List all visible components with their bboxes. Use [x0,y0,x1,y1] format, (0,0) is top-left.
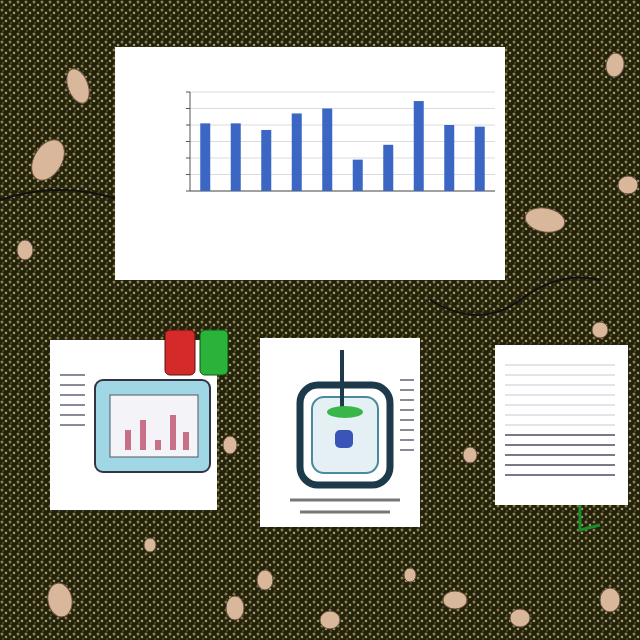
panel [495,345,628,505]
text-line [290,499,400,502]
panel [260,338,420,527]
pebble [17,240,33,260]
text-line [400,379,414,381]
pebble [600,588,620,612]
text-line [400,439,414,441]
grid-line [190,92,495,93]
background [0,0,640,640]
text-line [505,405,615,406]
text-line [60,394,85,396]
text-line [505,464,615,466]
text-line [60,404,85,406]
stage [0,0,640,640]
text-line [60,374,85,376]
bar [353,160,363,191]
pebble [45,581,75,619]
bar [414,101,424,191]
icon-bar [125,430,131,450]
text-line [400,399,414,401]
chart [115,47,505,280]
tick-mark [186,174,190,175]
bar [231,123,241,191]
tick-mark [186,158,190,159]
bar [475,127,485,191]
bar [200,123,210,191]
pebble [144,538,156,552]
chart-panel [115,47,505,280]
icon-bar [183,432,189,450]
screen [110,395,198,457]
monitor [95,380,210,472]
bar [322,109,332,192]
pebble [618,176,638,194]
pebble [226,596,244,620]
pebble [404,568,416,582]
icon-stem [340,350,344,412]
tick-mark [186,108,190,109]
grid-line [190,108,495,109]
icon-bar [170,415,176,450]
text-line [505,395,615,396]
icon-frame [300,385,390,485]
text-line [400,409,414,411]
plug [165,330,195,375]
pebble [25,134,71,186]
text-line [400,389,414,391]
text-line [400,449,414,451]
pebble [592,322,608,338]
pebble [463,447,477,463]
text-line [505,425,615,426]
bar [261,130,271,191]
wire [430,278,600,316]
text-line [400,419,414,421]
text-line [505,385,615,386]
text-line [505,375,615,376]
icon-disc [327,406,363,418]
text-line [300,511,390,514]
pebble [523,205,567,236]
pebble [257,570,273,590]
tick-mark [186,125,190,126]
bars [200,101,485,191]
y-axis [190,92,191,191]
pebble [62,66,93,107]
text-line [505,454,615,456]
pebble [443,591,467,609]
panels [50,330,628,527]
bar [383,145,393,191]
text-line [505,365,615,366]
plug [200,330,228,375]
text-line [400,429,414,431]
tick-mark [186,92,190,93]
pebble [510,609,530,627]
bar [292,113,302,191]
text-line [60,424,85,426]
text-line [505,444,615,446]
icon-inner [312,397,378,473]
text-line [505,474,615,476]
icon-bar [155,440,161,450]
pebble [604,52,626,79]
tick-mark [186,141,190,142]
text-line [505,434,615,436]
text-line [505,415,615,416]
text-line [60,384,85,386]
bar [444,125,454,191]
icon-bar [140,420,146,450]
pebble [223,436,237,454]
tick-mark [186,191,190,192]
pebble [320,611,340,629]
text-line [60,414,85,416]
icon-knob [335,430,353,448]
